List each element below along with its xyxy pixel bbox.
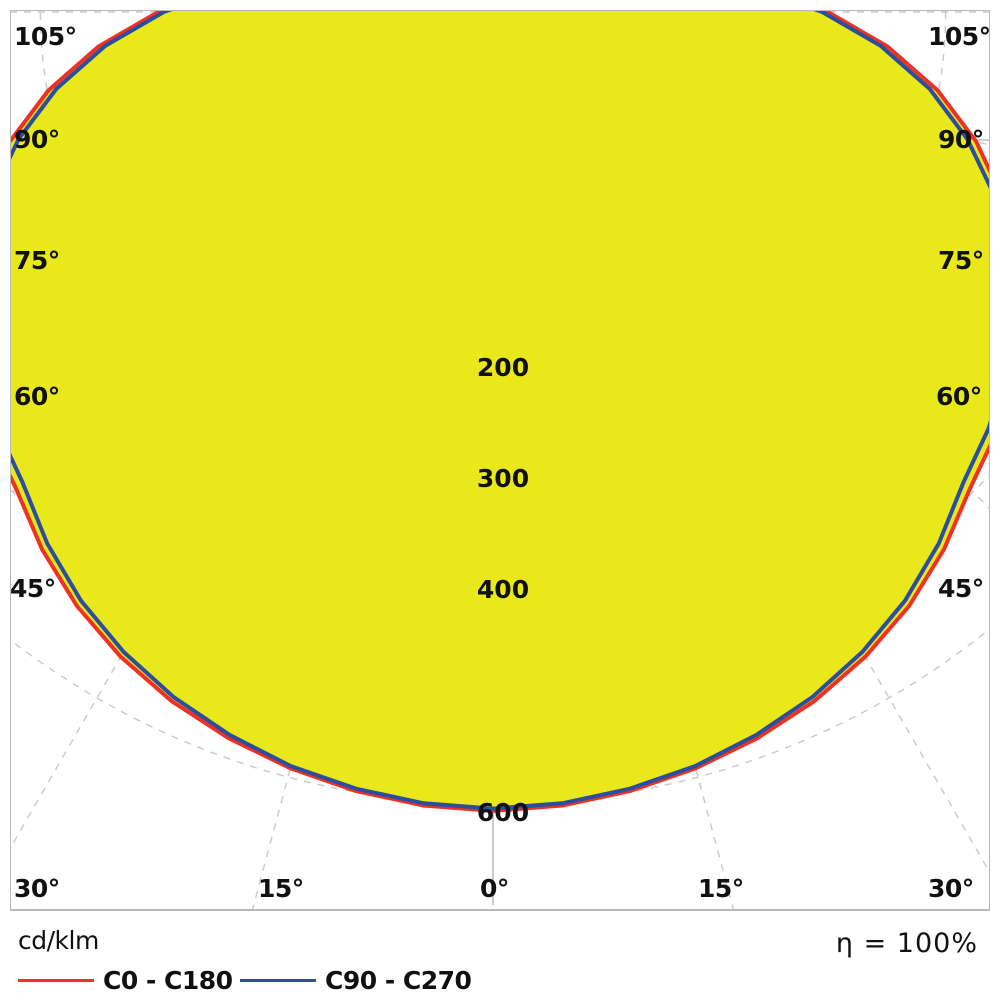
radial-label-400: 400 [476, 575, 530, 604]
angle-label-bottom-0: 0° [480, 874, 509, 903]
angle-label-right-45: 45° [938, 574, 984, 603]
angle-label-bottom-right-15: 15° [698, 874, 744, 903]
angle-label-right-105: 105° [928, 22, 991, 51]
angle-label-left-105: 105° [14, 22, 77, 51]
legend-entry-c90-c270: C90 - C270 [240, 966, 472, 995]
radial-label-600: 600 [476, 798, 530, 827]
angle-label-right-75: 75° [938, 246, 984, 275]
angle-label-left-45: 45° [10, 574, 56, 603]
angle-label-left-75: 75° [14, 246, 60, 275]
legend-label-c0-c180: C0 - C180 [103, 966, 233, 995]
curve-c90-c270 [11, 11, 989, 811]
unit-label: cd/klm [18, 926, 99, 955]
angle-label-right-30: 30° [928, 874, 974, 903]
legend-divider [10, 910, 990, 911]
curve-c0-c180 [11, 11, 989, 813]
angle-label-left-60: 60° [14, 382, 60, 411]
angle-label-right-60: 60° [936, 382, 982, 411]
distribution-fill [11, 11, 989, 811]
legend-entry-c0-c180: C0 - C180 [18, 966, 233, 995]
legend-swatch-c90-c270 [240, 979, 316, 982]
angle-label-bottom-left-15: 15° [258, 874, 304, 903]
radial-label-300: 300 [476, 464, 530, 493]
angle-label-right-90: 90° [938, 125, 984, 154]
legend: cd/klm η = 100% C0 - C180 C90 - C270 [0, 912, 1000, 1000]
legend-swatch-c0-c180 [18, 979, 94, 982]
radial-label-200: 200 [476, 353, 530, 382]
legend-label-c90-c270: C90 - C270 [325, 966, 472, 995]
angle-label-left-30: 30° [14, 874, 60, 903]
efficiency-label: η = 100% [835, 928, 978, 959]
angle-label-left-90: 90° [14, 125, 60, 154]
